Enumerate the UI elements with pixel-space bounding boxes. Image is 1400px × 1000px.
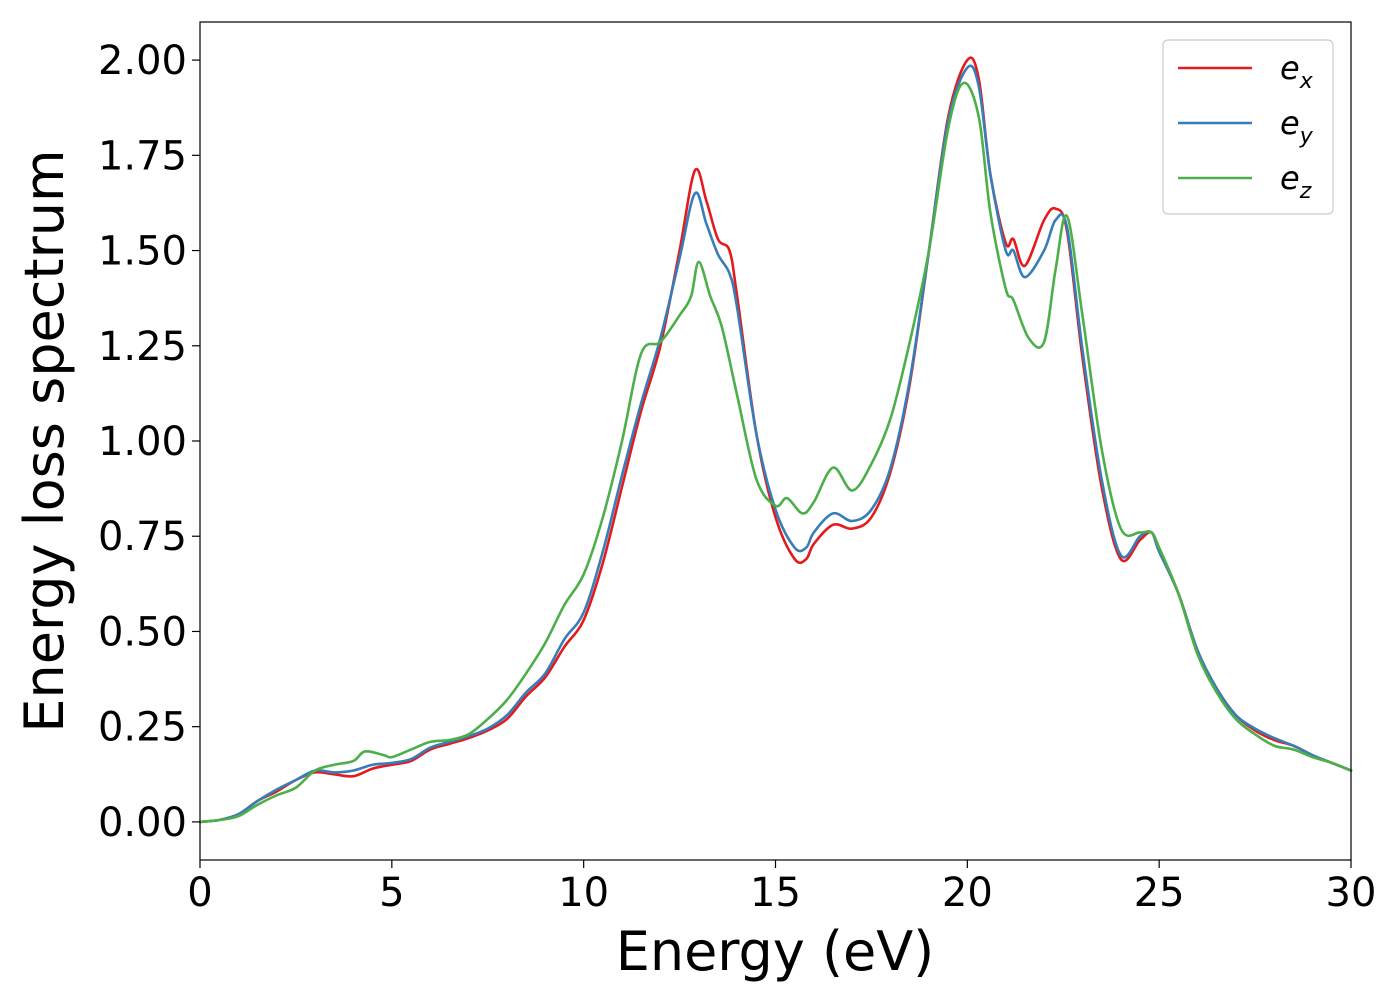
x-tick-label: 5 [379, 870, 404, 916]
y-tick-label: 0.25 [98, 705, 187, 751]
y-axis: 0.00 0.25 0.50 0.75 1.00 1.25 1.50 1.75 2.00 [98, 38, 200, 846]
y-tick-label: 1.00 [98, 419, 187, 465]
y-axis-title: Energy loss spectrum [13, 149, 76, 732]
y-tick-label: 1.25 [98, 324, 187, 370]
legend: ex ey ez [1162, 39, 1334, 215]
legend-label-z: ez [1280, 159, 1312, 204]
y-tick-label: 0.00 [98, 800, 187, 846]
x-tick-label: 25 [1134, 870, 1185, 916]
x-axis: 0 5 10 15 20 25 30 [187, 860, 1376, 916]
x-tick-label: 15 [750, 870, 801, 916]
series-layer [198, 56, 1353, 824]
legend-label-x: ex [1280, 49, 1314, 94]
series-line-z [198, 81, 1353, 824]
series-line-y [198, 64, 1353, 824]
y-tick-label: 1.50 [98, 229, 187, 275]
series-line-x [198, 56, 1353, 824]
legend-frame [1162, 39, 1334, 215]
x-tick-label: 30 [1326, 870, 1377, 916]
y-tick-label: 2.00 [98, 38, 187, 84]
x-axis-title: Energy (eV) [616, 920, 935, 983]
legend-label-y: ey [1280, 104, 1314, 149]
y-tick-label: 0.50 [98, 609, 187, 655]
x-tick-label: 20 [942, 870, 993, 916]
x-tick-label: 10 [558, 870, 609, 916]
y-tick-label: 1.75 [98, 133, 187, 179]
x-tick-label: 0 [187, 870, 212, 916]
y-tick-label: 0.75 [98, 514, 187, 560]
